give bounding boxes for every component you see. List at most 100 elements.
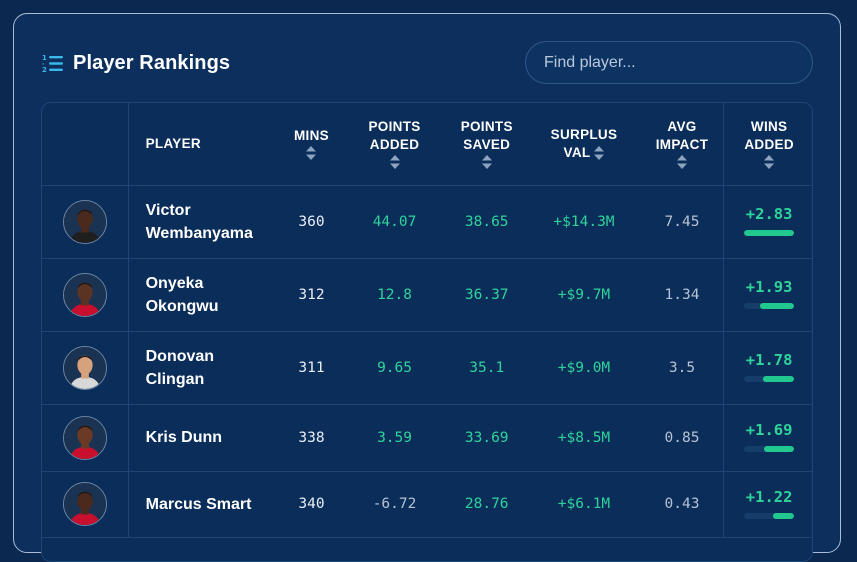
column-header-player: PLAYER bbox=[128, 103, 281, 186]
avatar-cell bbox=[42, 404, 129, 472]
player-rankings-card: 1 2 · Player Rankings PLAYER MINS bbox=[13, 13, 841, 562]
wins-added-cell: +1.78 bbox=[723, 331, 812, 405]
rankings-table: PLAYER MINS POINTS ADDED POINTS SAVED bbox=[42, 103, 812, 538]
column-header-surplus-val[interactable]: SURPLUS VAL bbox=[527, 103, 641, 186]
rankings-table-container: PLAYER MINS POINTS ADDED POINTS SAVED bbox=[41, 102, 813, 562]
points-saved-value: 36.37 bbox=[446, 258, 528, 332]
player-first-line: Victor bbox=[145, 201, 191, 219]
table-row[interactable]: Donovan Clingan 311 9.65 35.1 +$9.0M 3.5 +1.78 bbox=[42, 331, 812, 405]
avatar bbox=[62, 482, 107, 526]
surplus-value: +$9.7M bbox=[527, 258, 641, 332]
mins-value: 312 bbox=[280, 258, 343, 332]
wins-bar-fill bbox=[760, 303, 795, 309]
sort-arrows-icon[interactable] bbox=[594, 146, 605, 161]
svg-text:2: 2 bbox=[42, 66, 47, 73]
column-header-avatar bbox=[42, 103, 129, 186]
points-added-value: 44.07 bbox=[342, 185, 447, 259]
mins-value: 311 bbox=[280, 331, 343, 405]
numbered-list-icon: 1 2 · bbox=[42, 54, 63, 73]
wins-added-value: +1.22 bbox=[745, 487, 793, 506]
wins-added-cell: +1.93 bbox=[723, 258, 812, 332]
wins-added-cell: +1.69 bbox=[723, 404, 812, 472]
wins-bar-track bbox=[744, 512, 795, 519]
points-saved-value: 28.76 bbox=[446, 471, 528, 538]
player-first-line: Onyeka bbox=[145, 274, 204, 292]
sort-arrows-icon[interactable] bbox=[481, 155, 492, 170]
avg-impact-value: 1.34 bbox=[640, 258, 724, 332]
player-first-line: Marcus Smart bbox=[145, 495, 252, 513]
wins-added-cell: +2.83 bbox=[723, 185, 812, 259]
player-name[interactable]: Kris Dunn bbox=[128, 404, 281, 472]
column-header-label: AVG IMPACT bbox=[655, 119, 709, 153]
mins-value: 360 bbox=[280, 185, 343, 259]
player-first-line: Kris Dunn bbox=[145, 429, 223, 446]
wins-added-value: +2.83 bbox=[745, 205, 793, 223]
player-name[interactable]: Onyeka Okongwu bbox=[128, 258, 281, 332]
points-added-value: 3.59 bbox=[342, 404, 447, 472]
surplus-value: +$14.3M bbox=[527, 185, 641, 259]
player-name[interactable]: Donovan Clingan bbox=[128, 331, 281, 405]
points-saved-value: 35.1 bbox=[446, 331, 528, 405]
player-name[interactable]: Victor Wembanyama bbox=[128, 185, 281, 259]
wins-added-value: +1.93 bbox=[745, 278, 793, 296]
wins-bar-track bbox=[744, 303, 795, 309]
table-row[interactable]: Kris Dunn 338 3.59 33.69 +$8.5M 0.85 +1.69 bbox=[42, 404, 812, 472]
svg-text:1: 1 bbox=[42, 54, 47, 62]
wins-added-value: +1.69 bbox=[745, 421, 793, 439]
column-header-avg-impact[interactable]: AVG IMPACT bbox=[640, 103, 724, 186]
avg-impact-value: 0.43 bbox=[640, 471, 724, 538]
points-saved-value: 33.69 bbox=[446, 404, 528, 472]
avatar bbox=[62, 345, 107, 390]
sort-arrows-icon[interactable] bbox=[677, 155, 687, 170]
table-row[interactable]: Onyeka Okongwu 312 12.8 36.37 +$9.7M 1.34 +1.93 bbox=[42, 258, 812, 332]
avg-impact-value: 0.85 bbox=[640, 404, 724, 472]
wins-bar-track bbox=[744, 230, 795, 236]
wins-bar-fill bbox=[772, 512, 795, 519]
page-title: Player Rankings bbox=[73, 52, 231, 74]
column-header-label: POINTS ADDED bbox=[368, 119, 421, 153]
wins-bar-track bbox=[744, 446, 795, 452]
sort-arrows-icon[interactable] bbox=[764, 155, 775, 170]
wins-bar-fill bbox=[744, 230, 795, 236]
wins-added-cell: +1.22 bbox=[723, 471, 812, 538]
player-second-line: Okongwu bbox=[145, 297, 219, 315]
player-second-line: Wembanyama bbox=[145, 224, 253, 242]
sort-arrows-icon[interactable] bbox=[306, 146, 317, 161]
avatar-cell bbox=[42, 185, 129, 259]
column-header-mins[interactable]: MINS bbox=[280, 103, 343, 186]
avatar-cell bbox=[42, 331, 129, 405]
mins-value: 338 bbox=[280, 404, 343, 472]
player-second-line: Clingan bbox=[145, 370, 205, 388]
avatar-cell bbox=[42, 258, 129, 332]
svg-text:·: · bbox=[42, 61, 44, 68]
avatar bbox=[62, 199, 107, 244]
search-input[interactable] bbox=[525, 41, 813, 84]
column-header-wins-added[interactable]: WINS ADDED bbox=[723, 103, 812, 186]
avatar bbox=[62, 272, 107, 317]
table-row[interactable]: Victor Wembanyama 360 44.07 38.65 +$14.3M 7.45… bbox=[42, 185, 812, 259]
column-header-label: SURPLUS VAL bbox=[550, 126, 618, 161]
avatar-cell bbox=[42, 471, 129, 538]
surplus-value: +$9.0M bbox=[527, 331, 641, 405]
column-header-points-saved[interactable]: POINTS SAVED bbox=[446, 103, 528, 186]
surplus-value: +$8.5M bbox=[527, 404, 641, 472]
mins-value: 340 bbox=[280, 471, 343, 538]
wins-bar-fill bbox=[762, 376, 795, 382]
table-header-row: PLAYER MINS POINTS ADDED POINTS SAVED bbox=[42, 103, 812, 186]
player-name[interactable]: Marcus Smart bbox=[128, 471, 281, 538]
player-first-line: Donovan bbox=[145, 347, 215, 365]
column-header-points-added[interactable]: POINTS ADDED bbox=[342, 103, 447, 186]
table-row[interactable]: Marcus Smart 340 -6.72 28.76 +$6.1M 0.43 +1.22 bbox=[42, 471, 812, 538]
avatar bbox=[62, 415, 107, 460]
points-saved-value: 38.65 bbox=[446, 185, 528, 259]
surplus-value: +$6.1M bbox=[527, 471, 641, 538]
column-header-label: WINS ADDED bbox=[744, 119, 794, 153]
wins-added-value: +1.78 bbox=[745, 351, 793, 369]
column-header-label: POINTS SAVED bbox=[460, 119, 513, 153]
wins-bar-fill bbox=[764, 446, 795, 452]
points-added-value: 9.65 bbox=[342, 331, 447, 405]
avg-impact-value: 3.5 bbox=[640, 331, 724, 405]
column-header-label: PLAYER bbox=[145, 135, 201, 151]
avg-impact-value: 7.45 bbox=[640, 185, 724, 259]
sort-arrows-icon[interactable] bbox=[389, 155, 400, 170]
